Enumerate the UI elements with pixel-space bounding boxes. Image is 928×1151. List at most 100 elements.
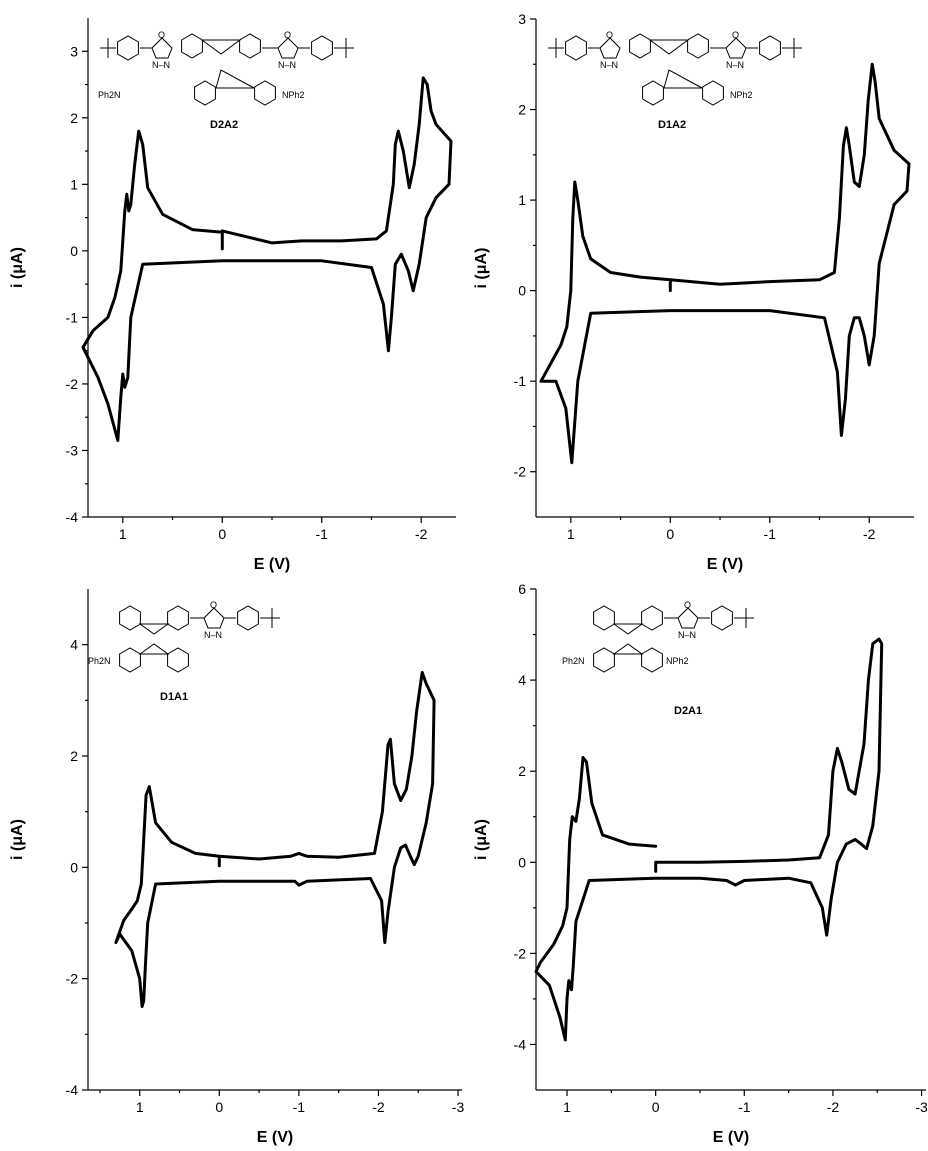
chart-svg-bottom-left: -4 -2 0 2 4 1 0 -1 -2 -3 E (V) i (μA) O N–N Ph2N D1A1 (9, 589, 465, 1146)
y-tick-label: 0 (70, 859, 78, 875)
y-tick-label: -1 (66, 309, 79, 325)
cv-curve (81, 76, 453, 442)
nph2-label: NPh2 (730, 90, 753, 100)
molecule-structure: O N–N O N–N Ph2N NPh2 D2A2 (98, 30, 354, 131)
phenyl-ring (311, 35, 333, 61)
chart-panel-bottom-right: -4 -2 0 2 4 6 1 0 -1 -2 -3 E (V) i (μA) O N–N Ph2N NPh2 D… (464, 580, 928, 1151)
fluorene-ring (194, 80, 216, 106)
y-tick-label: -4 (66, 1082, 79, 1098)
y-tick-label: 2 (70, 110, 78, 126)
spiro-bond (138, 623, 170, 635)
x-tick-label: -2 (863, 526, 876, 542)
fluorene-ring (593, 647, 615, 673)
spiro-bond (648, 39, 690, 55)
y-axis-title: i (μA) (473, 248, 490, 289)
y-tick-label: 0 (518, 854, 526, 870)
oxadiazole-ring (677, 607, 699, 629)
compound-label: D2A1 (674, 705, 702, 717)
spiro-bond (663, 69, 703, 89)
spiro-bond (138, 643, 170, 655)
y-axis-title: i (μA) (9, 247, 26, 288)
x-tick-label: 1 (567, 526, 575, 542)
y-tick-label: 4 (518, 672, 526, 688)
compound-label: D2A2 (210, 119, 238, 131)
nph2-label: NPh2 (666, 656, 689, 666)
chart-panel-bottom-left: -4 -2 0 2 4 1 0 -1 -2 -3 E (V) i (μA) O N–N Ph2N D1A1 (0, 580, 464, 1151)
fluorene-ring (702, 80, 724, 106)
oxadiazole-ring (277, 37, 299, 59)
fluorene-ring (593, 605, 615, 631)
fluorene-ring (254, 80, 276, 106)
nitrogen-atom-label: N–N (678, 630, 696, 640)
y-tick-label: 0 (70, 243, 78, 259)
y-tick-label: 2 (70, 748, 78, 764)
fluorene-ring (641, 647, 663, 673)
oxygen-atom-label: O (732, 30, 739, 40)
y-axis-title: i (μA) (9, 819, 26, 860)
y-tick-label: -2 (66, 971, 79, 987)
chart-svg-top-left: -4 -3 -2 -1 0 1 2 3 1 0 -1 -2 E (V) i (μA) O N–N O N–N Ph2… (9, 18, 456, 573)
spiro-bond (612, 643, 644, 655)
y-tick-label: 3 (518, 11, 526, 27)
fluorene-ring (119, 605, 141, 631)
fluorene-ring (687, 33, 709, 59)
x-tick-label: -2 (372, 1099, 385, 1115)
spiro-bond (612, 623, 644, 635)
y-tick-label: 4 (70, 637, 78, 653)
oxadiazole-ring (599, 37, 621, 59)
compound-label: D1A1 (160, 691, 188, 703)
y-tick-label: -3 (66, 442, 79, 458)
x-tick-label: -1 (738, 1099, 751, 1115)
spiro-bond (200, 39, 242, 55)
chart-panel-top-right: -2 -1 0 1 2 3 1 0 -1 -2 E (V) i (μA) O N–N O N–N NPh2 D1A… (464, 0, 928, 580)
ph2n-label: Ph2N (98, 90, 121, 100)
phenyl-ring (565, 35, 587, 61)
molecule-structure: O N–N O N–N NPh2 D1A2 (548, 30, 802, 131)
y-tick-label: 2 (518, 102, 526, 118)
nitrogen-atom-label: N–N (152, 60, 170, 70)
x-axis-title: E (V) (707, 556, 743, 573)
nitrogen-atom-label: N–N (204, 630, 222, 640)
oxygen-atom-label: O (284, 30, 291, 40)
x-axis-title: E (V) (254, 556, 290, 573)
phenyl-ring (237, 605, 259, 631)
y-tick-label: 1 (518, 192, 526, 208)
x-tick-label: 1 (119, 526, 127, 542)
fluorene-ring (629, 33, 651, 59)
y-tick-label: -4 (66, 509, 79, 525)
fluorene-ring (642, 80, 664, 106)
molecule-structure: O N–N Ph2N D1A1 (88, 600, 280, 703)
x-tick-label: 1 (563, 1099, 571, 1115)
nph2-label: NPh2 (282, 90, 305, 100)
oxygen-atom-label: O (606, 30, 613, 40)
y-tick-label: -2 (514, 945, 527, 961)
chart-panel-top-left: -4 -3 -2 -1 0 1 2 3 1 0 -1 -2 E (V) i (μA) O N–N O N–N Ph2… (0, 0, 464, 580)
x-tick-label: 0 (215, 1099, 223, 1115)
fluorene-ring (119, 647, 141, 673)
ph2n-label: Ph2N (562, 656, 585, 666)
oxygen-atom-label: O (210, 600, 217, 610)
x-tick-label: 0 (666, 526, 674, 542)
x-tick-label: 0 (652, 1099, 660, 1115)
nitrogen-atom-label: N–N (726, 60, 744, 70)
y-tick-label: 0 (518, 283, 526, 299)
phenyl-ring (117, 35, 139, 61)
fluorene-ring (641, 605, 663, 631)
cv-curve (534, 637, 884, 1042)
x-tick-label: -2 (827, 1099, 840, 1115)
x-tick-label: 0 (218, 526, 226, 542)
x-tick-label: -1 (764, 526, 777, 542)
x-tick-label: 1 (136, 1099, 144, 1115)
y-tick-label: -2 (66, 376, 79, 392)
y-tick-label: 2 (518, 763, 526, 779)
nitrogen-atom-label: N–N (600, 60, 618, 70)
spiro-bond (215, 69, 255, 89)
x-axis-title: E (V) (257, 1129, 293, 1146)
x-axis-title: E (V) (713, 1129, 749, 1146)
y-tick-label: -2 (514, 464, 527, 480)
nitrogen-atom-label: N–N (278, 60, 296, 70)
chart-svg-top-right: -2 -1 0 1 2 3 1 0 -1 -2 E (V) i (μA) O N–N O N–N NPh2 D1A… (473, 11, 914, 573)
x-tick-label: -3 (452, 1099, 465, 1115)
y-tick-label: 1 (70, 176, 78, 192)
y-tick-label: 3 (70, 43, 78, 59)
